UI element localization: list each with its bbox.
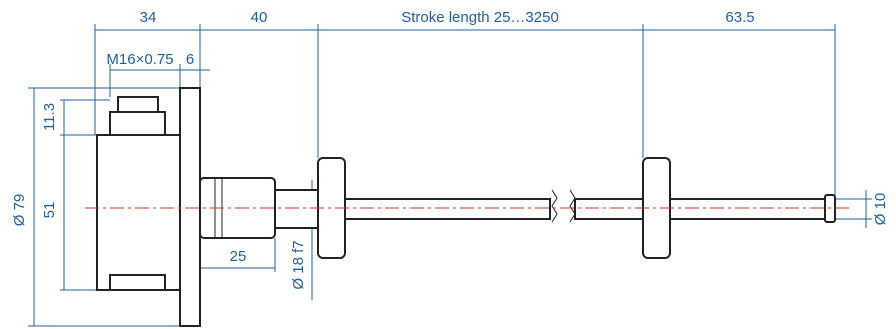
drawing: 34 40 Stroke length 25…3250 63.5 M16×0.7… [0, 0, 896, 329]
dim-label: Ø 10 [872, 193, 889, 226]
sensor [97, 88, 835, 326]
dim-label: 34 [140, 9, 157, 26]
dim-label: 6 [186, 51, 194, 68]
dim-label: Stroke length 25…3250 [401, 9, 559, 26]
dim-label: 11.3 [41, 103, 58, 131]
dim-label: Ø 18 f7 [290, 240, 307, 289]
dim-label: 51 [41, 202, 58, 219]
dim-label: Ø 79 [11, 194, 28, 227]
dim-label: 63.5 [725, 9, 754, 26]
dim-label: M16×0.75 [106, 51, 173, 68]
dim-label: 40 [251, 9, 268, 26]
dim-label: 25 [230, 248, 247, 265]
